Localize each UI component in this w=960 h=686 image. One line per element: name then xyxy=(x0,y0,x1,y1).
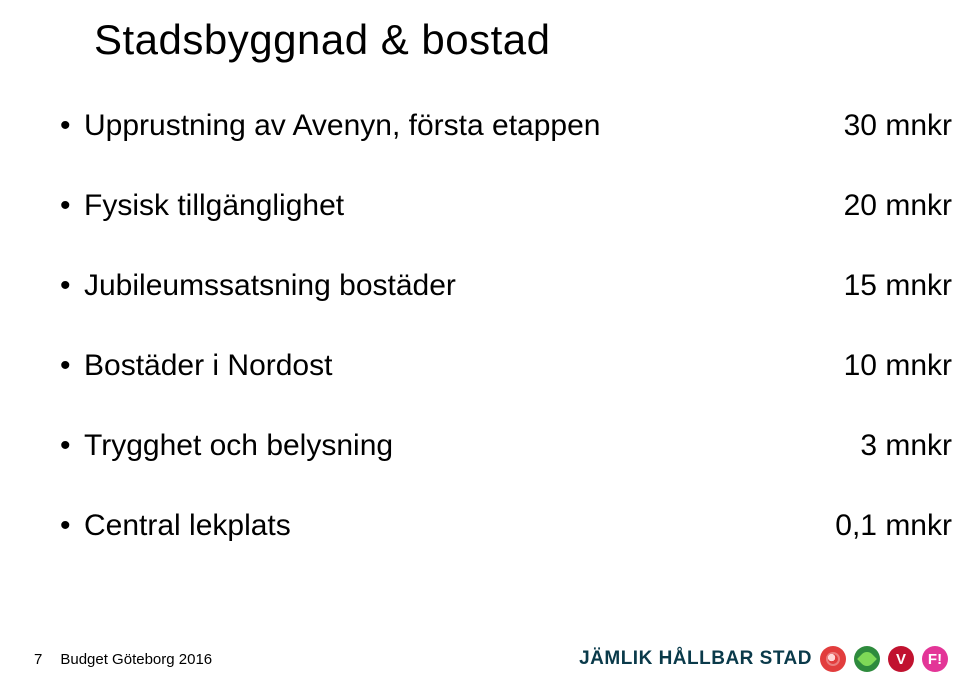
bullet-icon: • xyxy=(60,431,70,461)
list-item-label: Trygghet och belysning xyxy=(84,428,393,464)
footer-title: Budget Göteborg 2016 xyxy=(60,651,212,668)
bullet-icon: • xyxy=(60,111,70,141)
list-item: • Upprustning av Avenyn, första etappen … xyxy=(60,108,952,144)
f-party-icon: F! xyxy=(922,646,948,672)
slide-title: Stadsbyggnad & bostad xyxy=(94,16,551,64)
list-item-left: • Trygghet och belysning xyxy=(60,428,393,464)
list-item-left: • Fysisk tillgänglighet xyxy=(60,188,344,224)
list-item-value: 10 mnkr xyxy=(812,348,952,384)
rose-inner-icon xyxy=(826,652,840,666)
list-item-left: • Upprustning av Avenyn, första etappen xyxy=(60,108,600,144)
list-item-label: Jubileumssatsning bostäder xyxy=(84,268,456,304)
bullet-icon: • xyxy=(60,191,70,221)
rose-icon xyxy=(820,646,846,672)
list-item: • Central lekplats 0,1 mnkr xyxy=(60,508,952,544)
list-item-value: 0,1 mnkr xyxy=(812,508,952,544)
list-item-left: • Bostäder i Nordost xyxy=(60,348,332,384)
list-item-label: Upprustning av Avenyn, första etappen xyxy=(84,108,600,144)
leaf-inner-icon xyxy=(857,649,877,669)
brand-text: JÄMLIK HÅLLBAR STAD xyxy=(579,648,812,670)
list-item-value: 15 mnkr xyxy=(812,268,952,304)
list-item-left: • Jubileumssatsning bostäder xyxy=(60,268,456,304)
list-item-label: Bostäder i Nordost xyxy=(84,348,332,384)
list-item-label: Fysisk tillgänglighet xyxy=(84,188,344,224)
page-number: 7 xyxy=(34,651,42,668)
footer-right: JÄMLIK HÅLLBAR STAD V F! xyxy=(579,646,948,672)
list-item-value: 20 mnkr xyxy=(812,188,952,224)
bullet-icon: • xyxy=(60,511,70,541)
list-item: • Trygghet och belysning 3 mnkr xyxy=(60,428,952,464)
list-item: • Fysisk tillgänglighet 20 mnkr xyxy=(60,188,952,224)
footer: 7 Budget Göteborg 2016 JÄMLIK HÅLLBAR ST… xyxy=(34,646,948,672)
slide-root: Stadsbyggnad & bostad • Upprustning av A… xyxy=(0,0,960,686)
list-item-value: 30 mnkr xyxy=(812,108,952,144)
footer-left: 7 Budget Göteborg 2016 xyxy=(34,651,212,668)
list-item-left: • Central lekplats xyxy=(60,508,291,544)
list-item: • Jubileumssatsning bostäder 15 mnkr xyxy=(60,268,952,304)
bullet-list: • Upprustning av Avenyn, första etappen … xyxy=(60,108,952,588)
list-item: • Bostäder i Nordost 10 mnkr xyxy=(60,348,952,384)
list-item-value: 3 mnkr xyxy=(812,428,952,464)
list-item-label: Central lekplats xyxy=(84,508,291,544)
bullet-icon: • xyxy=(60,351,70,381)
leaf-icon xyxy=(854,646,880,672)
v-party-icon: V xyxy=(888,646,914,672)
bullet-icon: • xyxy=(60,271,70,301)
